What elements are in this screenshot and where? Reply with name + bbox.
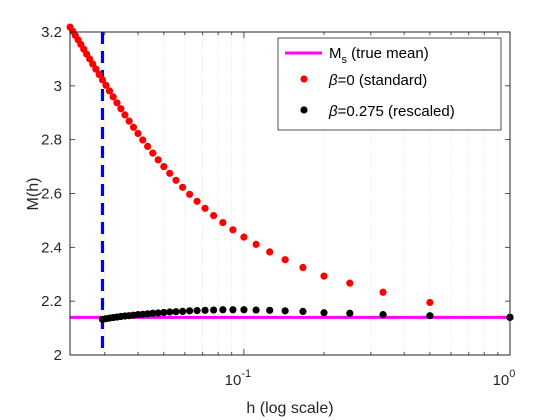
rescaled-point [172, 308, 180, 316]
rescaled-point [186, 307, 194, 315]
standard-point [139, 136, 147, 144]
y-tick-label: 2.8 [41, 132, 62, 149]
rescaled-point [252, 306, 260, 314]
rescaled-point [240, 306, 248, 314]
rescaled-point [219, 306, 227, 314]
legend-entry-rescaled: β=0.275 (rescaled) [300, 103, 455, 120]
y-tick-label: 3 [54, 78, 62, 95]
standard-point [320, 272, 328, 280]
legend-rescaled-text: =0.275 (rescaled) [338, 103, 455, 120]
standard-point [149, 149, 157, 157]
x-tick-label-exponent: -1 [241, 368, 251, 380]
standard-point [299, 263, 307, 272]
legend-rescaled-swatch [300, 106, 308, 114]
standard-point [160, 162, 168, 171]
rescaled-point [320, 309, 328, 317]
legend-standard-label: β=0 (standard) [328, 72, 427, 89]
standard-point [98, 76, 107, 84]
x-tick-label: 10-1 [225, 368, 251, 389]
standard-point [219, 218, 227, 227]
axis-ticks [70, 31, 511, 356]
standard-point [117, 105, 125, 113]
y-tick-label: 3.2 [41, 24, 62, 41]
rescaled-point [281, 307, 289, 315]
standard-point [166, 169, 174, 177]
rescaled-point [193, 306, 201, 315]
legend-standard-beta: β [328, 72, 338, 89]
legend-true-mean-label: Ms (true mean) [329, 45, 429, 66]
standard-point [102, 81, 110, 89]
x-tick-label-exponent: 0 [509, 368, 515, 380]
y-tick-label: 2.2 [41, 293, 62, 310]
x-axis-label: h (log scale) [246, 400, 333, 417]
standard-point [346, 279, 354, 287]
standard-point [240, 233, 248, 241]
rescaled-point [160, 308, 168, 317]
legend-true-mean-symbol: M [329, 45, 342, 62]
legend-entry-true-mean: Ms (true mean) [285, 45, 429, 66]
legend-true-mean-text: (true mean) [347, 45, 429, 62]
standard-point [144, 142, 152, 150]
standard-point [281, 256, 289, 264]
legend-true-mean-subscript: s [342, 54, 348, 66]
standard-point [121, 111, 129, 119]
standard-point [426, 298, 434, 307]
standard-point [252, 240, 260, 248]
standard-point [105, 87, 114, 95]
standard-point [95, 70, 103, 79]
legend-rescaled-label: β=0.275 (rescaled) [328, 103, 455, 120]
y-axis-label: M(h) [25, 178, 42, 211]
standard-point [229, 226, 237, 234]
legend-rescaled-beta: β [328, 103, 338, 120]
axis-tick-labels: 22.22.42.62.833.210-1 100 [41, 24, 515, 389]
standard-point [125, 117, 133, 125]
rescaled-point [299, 307, 307, 315]
rescaled-point [266, 306, 274, 314]
standard-point [66, 23, 74, 31]
standard-point [109, 93, 117, 101]
y-tick-label: 2.4 [41, 239, 62, 256]
data-marks [66, 23, 514, 324]
x-tick-label-base: 10 [225, 372, 242, 389]
standard-point [134, 129, 142, 138]
rescaled-point [166, 308, 174, 316]
rescaled-point [210, 306, 218, 314]
legend-standard-text: =0 (standard) [338, 72, 428, 89]
standard-point [172, 176, 180, 184]
standard-point [210, 211, 218, 220]
rescaled-point [179, 307, 187, 315]
standard-point [379, 288, 387, 296]
rescaled-point [426, 312, 434, 320]
rescaled-point [201, 306, 209, 314]
standard-point [179, 183, 187, 191]
standard-point [113, 99, 121, 107]
y-tick-label: 2.6 [41, 186, 62, 203]
rescaled-point [379, 311, 387, 319]
standard-point [154, 156, 162, 164]
x-tick-label: 100 [493, 368, 516, 389]
x-tick-label-base: 10 [493, 372, 510, 389]
legend-entry-standard: β=0 (standard) [300, 72, 427, 89]
standard-point [186, 190, 194, 198]
standard-point [193, 197, 201, 205]
standard-point [201, 204, 209, 212]
legend-standard-swatch [300, 75, 308, 83]
standard-point [266, 248, 274, 256]
rescaled-point [346, 309, 354, 317]
y-tick-label: 2 [54, 347, 62, 364]
legend: Ms (true mean) β=0 (standard) β=0.275 (r… [277, 37, 502, 131]
rescaled-point [229, 306, 237, 314]
rescaled-point [98, 315, 107, 324]
standard-point [129, 123, 138, 131]
rescaled-point [154, 309, 162, 317]
